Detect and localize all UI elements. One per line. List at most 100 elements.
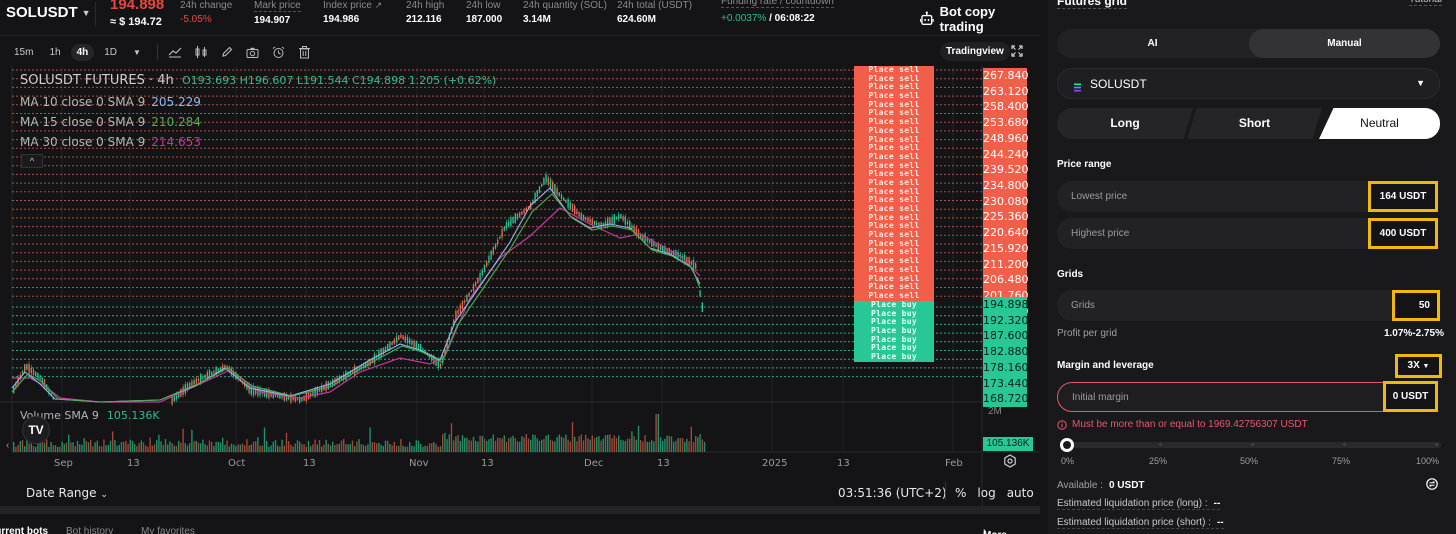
stat-label: 24h high: [406, 0, 445, 11]
buy-order-label: Place buy order:: [854, 353, 934, 362]
sell-order-label: Place sell order:: [854, 222, 934, 232]
camera-icon[interactable]: [242, 41, 264, 63]
indicators-icon[interactable]: [164, 41, 186, 63]
timeframe-1h[interactable]: 1h: [49, 46, 61, 58]
pencil-icon[interactable]: [216, 41, 238, 63]
timeframe-15m[interactable]: 15m: [14, 46, 34, 58]
slider-thumb[interactable]: [1060, 438, 1074, 452]
leverage-value: 3X: [1407, 360, 1420, 371]
initial-margin-value[interactable]: 0 USDT: [1383, 381, 1438, 412]
grids-value[interactable]: 50: [1392, 290, 1440, 321]
stat-value: 624.60M: [617, 14, 656, 25]
buy-order-label: Place buy order:: [854, 318, 934, 328]
mode-manual-button[interactable]: Manual: [1249, 29, 1440, 58]
timeframe-1d[interactable]: 1D: [104, 46, 118, 58]
slider-mark[interactable]: 100%: [1416, 456, 1440, 466]
time-axis-label: Dec: [584, 458, 604, 469]
info-icon: [1057, 419, 1067, 430]
sell-order-label: Place sell order:: [854, 126, 934, 136]
ma-value: 210.284: [151, 115, 201, 129]
slider-mark[interactable]: 0%: [1061, 456, 1075, 466]
stat-mark-price[interactable]: Mark price 194.907: [254, 0, 301, 26]
ma-legend-15[interactable]: MA 15 close 0 SMA 9 210.284: [20, 115, 201, 129]
transfer-icon[interactable]: [1426, 477, 1438, 495]
fullscreen-icon[interactable]: [1011, 44, 1023, 62]
direction-long-button[interactable]: Long: [1057, 108, 1193, 139]
margin-slider[interactable]: [1060, 438, 1441, 452]
price-axis-buy[interactable]: 194.898 192.320 187.600 182.880 178.160 173.4…: [983, 297, 1029, 408]
price-axis-sell[interactable]: 267.840 263.120 258.400 253.680 248.960 244.2…: [983, 68, 1029, 320]
stat-value: -5.05%: [180, 14, 212, 25]
chevron-down-icon: ⌄: [100, 490, 108, 500]
slider-mark[interactable]: 25%: [1149, 456, 1168, 466]
price-axis-label: 211.200: [983, 256, 1029, 273]
sell-order-label: Place sell order:: [854, 170, 934, 179]
leverage-dropdown[interactable]: 3X ▼: [1395, 354, 1442, 378]
chart-canvas[interactable]: [0, 66, 1040, 506]
highest-price-value[interactable]: 400 USDT: [1368, 218, 1438, 249]
direction-short-button[interactable]: Short: [1187, 108, 1322, 139]
time-axis-label: Oct: [228, 458, 246, 469]
ma-legend-30[interactable]: MA 30 close 0 SMA 9 214.653: [20, 135, 201, 149]
tab-current-bots[interactable]: Current bots: [0, 526, 48, 534]
slider-tick: [1251, 443, 1254, 446]
symbol-selector[interactable]: SOLUSDT ▼: [6, 4, 91, 21]
sell-orders-column: Place sell order:Place sell order:Place …: [854, 66, 934, 301]
symbol-name: SOLUSDT: [6, 4, 78, 21]
initial-margin-field[interactable]: Initial margin 0 USDT: [1057, 381, 1438, 412]
price-axis-label: 248.960: [983, 130, 1029, 147]
lowest-price-value[interactable]: 164 USDT: [1368, 181, 1438, 212]
chart-clock[interactable]: 03:51:36 (UTC+2): [838, 486, 947, 500]
timeframe-4h[interactable]: 4h: [70, 43, 95, 61]
tab-bot-history[interactable]: Bot history: [66, 526, 114, 534]
bot-copy-trading-button[interactable]: Bot copy trading: [920, 4, 1040, 34]
trash-icon[interactable]: [294, 41, 316, 63]
collapse-legend-button[interactable]: ^: [21, 154, 43, 168]
log-scale-button[interactable]: log: [977, 486, 996, 500]
buy-order-label: Place buy order:: [854, 301, 934, 310]
pair-select[interactable]: SOLUSDT ▼: [1057, 68, 1440, 99]
percent-scale-button[interactable]: %: [955, 486, 967, 500]
ma-legend-10[interactable]: MA 10 close 0 SMA 9 205.229: [20, 95, 201, 109]
buy-order-label: Place buy order:: [854, 344, 934, 354]
timeframe-more-dropdown[interactable]: ▼: [133, 47, 141, 57]
auto-scale-button[interactable]: auto: [1006, 486, 1034, 500]
tradingview-logo[interactable]: TV: [22, 416, 50, 444]
time-axis-label: 13: [127, 458, 140, 469]
price-chart[interactable]: SOLUSDT FUTURES · 4h O193.693 H196.607 L…: [0, 66, 1040, 506]
buy-order-label: Place buy order:: [854, 335, 934, 345]
tradingview-toggle-button[interactable]: Tradingview: [940, 42, 1010, 61]
price-axis-label: 230.080: [983, 193, 1029, 210]
mode-toggle: AI Manual: [1057, 29, 1440, 58]
grids-field[interactable]: Grids 50: [1057, 290, 1440, 321]
tutorial-link[interactable]: Tutorial: [1409, 0, 1442, 6]
field-label: Highest price: [1071, 228, 1130, 239]
stat-value: 3.14M: [523, 14, 551, 25]
stat-index-price[interactable]: Index price ↗ 194.986: [323, 0, 382, 25]
slider-mark[interactable]: 75%: [1332, 456, 1351, 466]
alarm-icon[interactable]: [268, 41, 290, 63]
price-axis-label: 244.240: [983, 146, 1029, 163]
sell-order-label: Place sell order:: [854, 118, 934, 127]
chart-settings-icon[interactable]: [1003, 454, 1017, 473]
sell-order-label: Place sell order:: [854, 74, 934, 84]
mode-ai-button[interactable]: AI: [1147, 38, 1158, 49]
highest-price-field[interactable]: Highest price 400 USDT: [1057, 218, 1438, 249]
stat-funding-rate[interactable]: Funding rate / countdown +0.0037% / 06:0…: [721, 0, 834, 24]
panel-title: Futures grid: [1057, 0, 1128, 9]
scale-buttons: % log auto: [955, 486, 1034, 500]
tab-my-favorites[interactable]: My favorites: [141, 526, 195, 534]
stat-label: 24h low: [466, 0, 501, 11]
direction-neutral-button[interactable]: Neutral: [1319, 108, 1440, 139]
candle-type-icon[interactable]: [190, 41, 212, 63]
stat-label: 24h quantity (SOL): [523, 0, 607, 11]
price-axis-label: 194.898: [983, 297, 1029, 313]
slider-mark[interactable]: 50%: [1240, 456, 1259, 466]
scroll-left-icon[interactable]: ‹: [6, 440, 10, 451]
bottom-tabs: Current bots Bot history My favorites Mo…: [0, 522, 1040, 534]
lowest-price-field[interactable]: Lowest price 164 USDT: [1057, 181, 1438, 212]
price-axis-label: 239.520: [983, 162, 1029, 179]
more-link[interactable]: More ›: [983, 526, 1007, 534]
divider: [95, 2, 96, 26]
date-range-dropdown[interactable]: Date Range ⌄: [26, 486, 108, 500]
